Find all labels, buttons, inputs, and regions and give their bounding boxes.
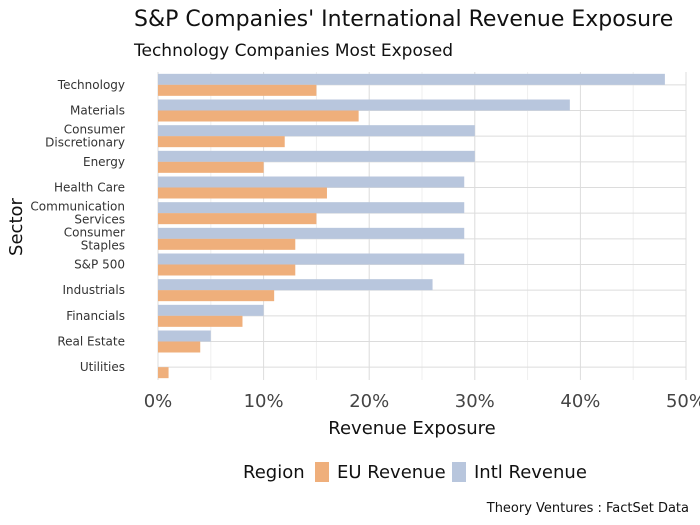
- eu-revenue-bar: [158, 187, 327, 199]
- x-tick-label: 20%: [349, 391, 389, 412]
- intl-revenue-bar: [158, 227, 465, 239]
- legend-title: Region: [243, 462, 305, 483]
- category-label: Materials: [70, 104, 125, 118]
- eu-revenue-bar: [158, 213, 317, 225]
- x-tick-label: 50%: [666, 391, 700, 412]
- intl-revenue-bar: [158, 150, 475, 162]
- category-label: Utilities: [80, 360, 125, 374]
- category-label: Industrials: [62, 283, 125, 297]
- intl-revenue-bar: [158, 202, 465, 214]
- category-label-line: Communication: [30, 200, 125, 214]
- eu-revenue-bar: [158, 84, 317, 96]
- category-label: Technology: [57, 78, 125, 92]
- eu-revenue-bar: [158, 110, 359, 122]
- eu-revenue-bar: [158, 341, 201, 353]
- legend-label-intl: Intl Revenue: [474, 462, 587, 483]
- category-label: Consumer Discretionary: [45, 123, 125, 150]
- category-label: Consumer Staples: [64, 225, 125, 252]
- intl-revenue-bar: [158, 330, 211, 342]
- intl-revenue-bar: [158, 304, 264, 316]
- category-label-line: Services: [74, 213, 125, 227]
- x-tick-label: 30%: [455, 391, 495, 412]
- intl-revenue-bar: [158, 99, 570, 111]
- intl-revenue-bar: [158, 176, 465, 188]
- y-axis-title: Sector: [6, 197, 27, 255]
- category-label: S&P 500: [74, 258, 125, 272]
- eu-revenue-bar: [158, 238, 296, 250]
- x-tick-label: 0%: [144, 391, 173, 412]
- eu-revenue-bar: [158, 367, 169, 379]
- caption: Theory Ventures : FactSet Data: [486, 501, 689, 516]
- category-label-line: Discretionary: [45, 136, 125, 150]
- chart-subtitle: Technology Companies Most Exposed: [133, 41, 453, 61]
- x-tick-label: 40%: [560, 391, 600, 412]
- legend-swatch-eu: [315, 462, 329, 482]
- category-label: Real Estate: [57, 335, 125, 349]
- intl-revenue-bar: [158, 73, 665, 85]
- x-tick-labels: 0% 10% 20% 30% 40% 50%: [144, 391, 700, 412]
- intl-revenue-bar: [158, 125, 475, 137]
- x-tick-label: 10%: [244, 391, 284, 412]
- category-label-line: Consumer: [64, 123, 125, 137]
- x-axis-title: Revenue Exposure: [328, 418, 495, 439]
- eu-revenue-bar: [158, 136, 285, 148]
- eu-revenue-bar: [158, 264, 296, 276]
- chart-title: S&P Companies' International Revenue Exp…: [134, 7, 673, 32]
- intl-revenue-bar: [158, 253, 465, 265]
- legend-swatch-intl: [452, 462, 466, 482]
- category-label: Communication Services: [30, 200, 125, 227]
- category-label-line: Staples: [81, 238, 125, 252]
- category-label-line: Consumer: [64, 225, 125, 239]
- eu-revenue-bar: [158, 161, 264, 173]
- category-label: Health Care: [54, 181, 125, 195]
- legend-label-eu: EU Revenue: [337, 462, 446, 483]
- eu-revenue-bar: [158, 315, 243, 327]
- category-label: Financials: [66, 309, 125, 323]
- intl-revenue-bar: [158, 279, 433, 291]
- eu-revenue-bar: [158, 290, 275, 302]
- category-label: Energy: [83, 155, 125, 169]
- legend: Region EU Revenue Intl Revenue: [243, 462, 587, 483]
- bars: [158, 73, 665, 379]
